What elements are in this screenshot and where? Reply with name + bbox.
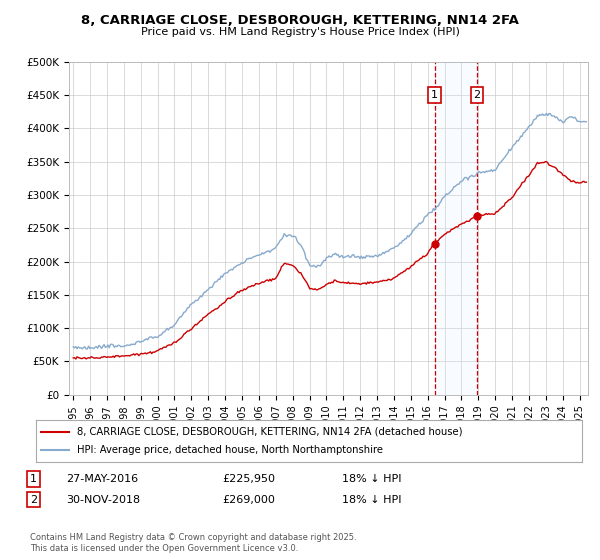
- Text: 2: 2: [30, 494, 37, 505]
- Bar: [434, 62, 477, 395]
- Text: £269,000: £269,000: [222, 494, 275, 505]
- Text: 2: 2: [473, 90, 481, 100]
- Text: 1: 1: [431, 90, 438, 100]
- Text: £225,950: £225,950: [222, 474, 275, 484]
- Text: 1: 1: [30, 474, 37, 484]
- Text: 30-NOV-2018: 30-NOV-2018: [66, 494, 140, 505]
- Text: 27-MAY-2016: 27-MAY-2016: [66, 474, 138, 484]
- Text: 18% ↓ HPI: 18% ↓ HPI: [342, 494, 401, 505]
- Text: Contains HM Land Registry data © Crown copyright and database right 2025.
This d: Contains HM Land Registry data © Crown c…: [30, 533, 356, 553]
- Text: Price paid vs. HM Land Registry's House Price Index (HPI): Price paid vs. HM Land Registry's House …: [140, 27, 460, 37]
- Text: HPI: Average price, detached house, North Northamptonshire: HPI: Average price, detached house, Nort…: [77, 445, 383, 455]
- Text: 8, CARRIAGE CLOSE, DESBOROUGH, KETTERING, NN14 2FA (detached house): 8, CARRIAGE CLOSE, DESBOROUGH, KETTERING…: [77, 427, 463, 437]
- Text: 18% ↓ HPI: 18% ↓ HPI: [342, 474, 401, 484]
- Text: 8, CARRIAGE CLOSE, DESBOROUGH, KETTERING, NN14 2FA: 8, CARRIAGE CLOSE, DESBOROUGH, KETTERING…: [81, 14, 519, 27]
